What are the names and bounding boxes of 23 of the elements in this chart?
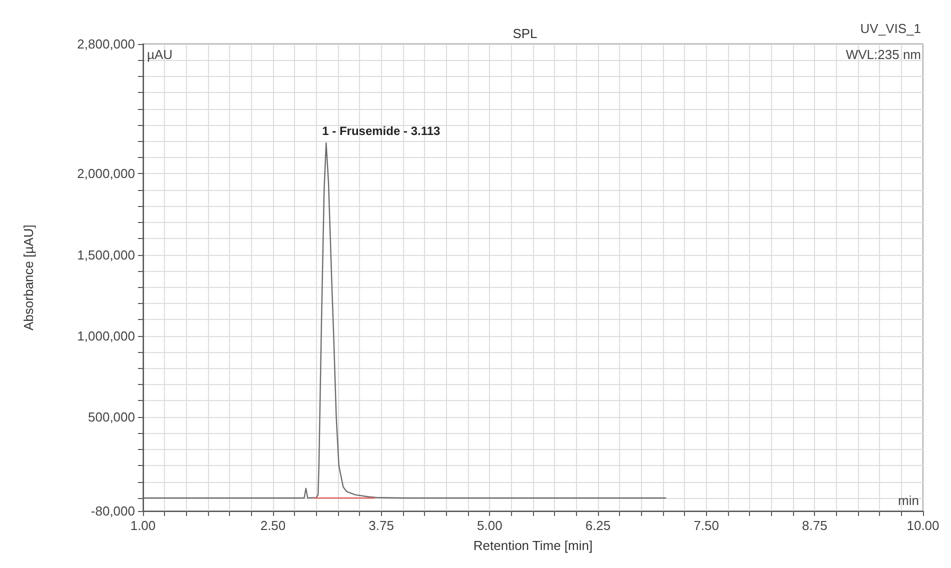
- y-tick-label: 1,000,000: [77, 328, 135, 344]
- x-tick-label: 10.00: [906, 518, 940, 533]
- x-tick-label: 3.75: [368, 518, 394, 533]
- annotation: min: [898, 493, 920, 508]
- y-tick-label: -80,000: [90, 504, 135, 518]
- x-tick-label: 7.50: [694, 518, 719, 533]
- x-tick-label: 8.75: [802, 518, 828, 533]
- text: UV_VIS_1: [860, 21, 921, 36]
- line-series: [142, 142, 666, 499]
- y-tick-label: 500,000: [88, 409, 135, 424]
- annotation: WVL:235 nm: [846, 47, 922, 62]
- annotation: µAU: [147, 47, 173, 62]
- y-tick-label: 2,000,000: [77, 166, 135, 182]
- annotation: 1 - Frusemide - 3.113: [322, 124, 441, 138]
- x-tick-label: 6.25: [585, 518, 611, 533]
- y-axis-title: Absorbance [µAU]: [21, 224, 36, 330]
- y-tick-label: 2,800,000: [77, 36, 135, 52]
- y-tick-label: 1,500,000: [77, 247, 135, 262]
- chart-title: SPL: [512, 26, 538, 41]
- x-tick-label: 5.00: [477, 518, 502, 533]
- x-tick-label: 1.00: [130, 518, 156, 533]
- x-axis-title: Retention Time [min]: [473, 538, 593, 553]
- x-tick-label: 2.50: [260, 518, 286, 533]
